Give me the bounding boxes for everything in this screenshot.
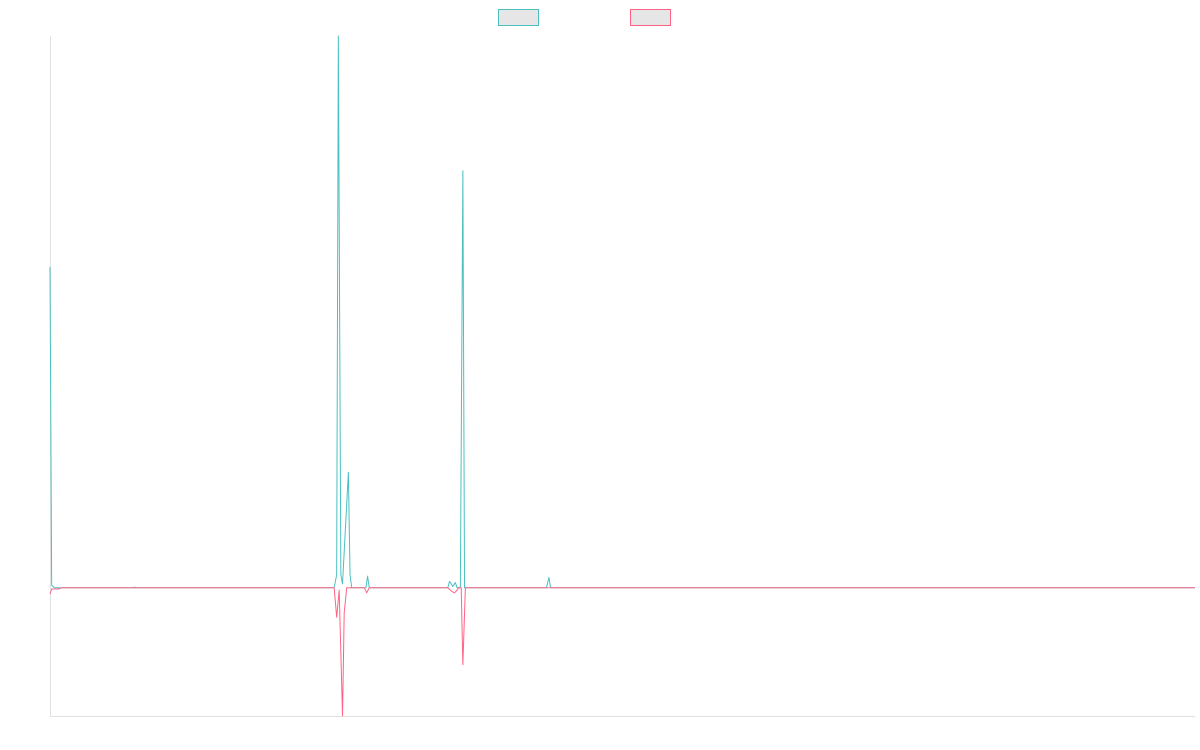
legend-swatch-2[interactable] bbox=[630, 9, 671, 26]
series-line-2 bbox=[49, 587, 1195, 717]
series-layer bbox=[49, 35, 1195, 717]
series-line-1 bbox=[49, 35, 1195, 589]
legend-swatch-1[interactable] bbox=[498, 9, 539, 26]
legend bbox=[498, 9, 671, 26]
